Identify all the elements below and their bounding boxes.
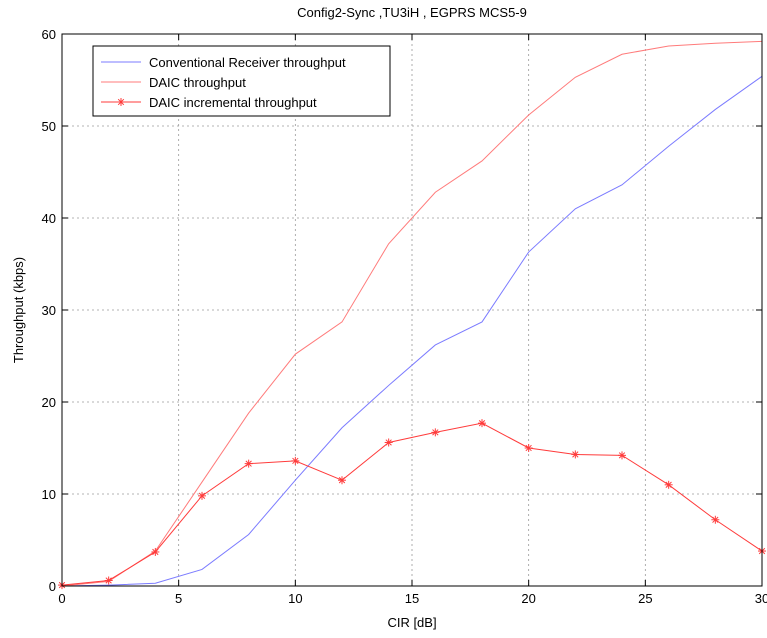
y-tick-label: 60 bbox=[42, 27, 56, 42]
legend-box bbox=[92, 45, 391, 117]
y-tick-label: 20 bbox=[42, 395, 56, 410]
x-tick-label: 10 bbox=[288, 591, 302, 606]
y-tick-label: 10 bbox=[42, 487, 56, 502]
x-tick-label: 15 bbox=[405, 591, 419, 606]
data-point bbox=[198, 491, 206, 500]
x-tick-label: 5 bbox=[175, 591, 182, 606]
x-axis-label: CIR [dB] bbox=[387, 615, 436, 630]
legend-label: Conventional Receiver throughput bbox=[149, 55, 346, 70]
y-tick-label: 50 bbox=[42, 119, 56, 134]
legend-label: DAIC incremental throughput bbox=[149, 95, 317, 110]
x-tick-label: 0 bbox=[58, 591, 65, 606]
y-axis-label: Throughput (kbps) bbox=[11, 257, 26, 363]
data-point bbox=[384, 438, 393, 447]
data-point bbox=[664, 480, 673, 489]
data-point bbox=[291, 456, 300, 465]
legend-marker bbox=[117, 98, 125, 106]
data-point bbox=[618, 451, 626, 460]
y-tick-label: 0 bbox=[49, 579, 56, 594]
series-line-3 bbox=[61, 422, 763, 586]
data-point bbox=[478, 419, 486, 428]
x-tick-label: 30 bbox=[755, 591, 767, 606]
legend: Conventional Receiver throughput DAIC thr… bbox=[92, 45, 391, 117]
series-line-1 bbox=[61, 75, 763, 587]
legend-label: DAIC throughput bbox=[149, 75, 246, 90]
data-point bbox=[104, 576, 113, 585]
data-point bbox=[571, 450, 580, 459]
y-tick-label: 40 bbox=[42, 211, 56, 226]
data-point bbox=[244, 459, 253, 468]
data-point bbox=[338, 476, 346, 485]
grid bbox=[62, 34, 762, 586]
data-point bbox=[711, 515, 720, 524]
x-tick-label: 25 bbox=[638, 591, 652, 606]
data-point bbox=[151, 547, 160, 556]
data-point bbox=[431, 428, 440, 437]
axis-ticks: 0 5 10 15 20 25 30 0 10 20 30 40 50 60 bbox=[42, 27, 767, 606]
chart-title: Config2-Sync ,TU3iH , EGPRS MCS5-9 bbox=[297, 5, 527, 20]
data-point bbox=[524, 444, 533, 452]
y-tick-label: 30 bbox=[42, 303, 56, 318]
series-line-2 bbox=[61, 40, 763, 587]
x-tick-label: 20 bbox=[521, 591, 535, 606]
